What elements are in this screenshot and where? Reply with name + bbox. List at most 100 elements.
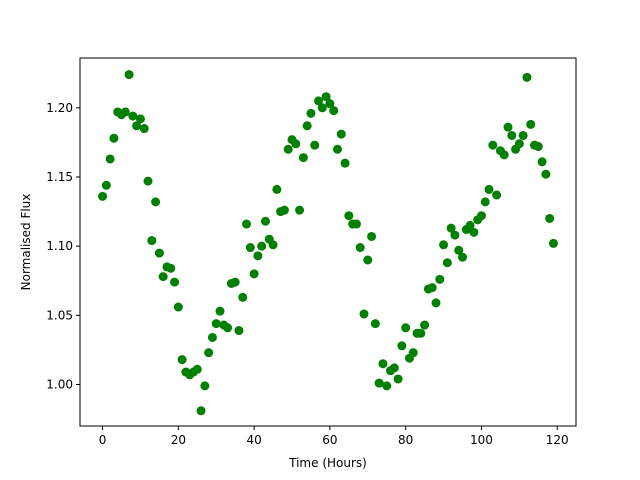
data-point — [389, 363, 399, 373]
data-point — [204, 348, 214, 358]
data-point — [283, 144, 293, 154]
data-point — [355, 243, 365, 253]
data-point — [314, 96, 324, 106]
data-point — [257, 241, 267, 251]
data-point — [450, 230, 460, 240]
data-point — [401, 323, 411, 333]
data-point — [234, 326, 244, 336]
data-point — [177, 355, 187, 365]
data-point — [109, 133, 119, 143]
data-point — [442, 258, 452, 268]
x-tick-label: 120 — [546, 433, 569, 447]
data-point — [541, 169, 551, 179]
data-point — [207, 332, 217, 342]
data-point — [526, 119, 536, 129]
data-point — [158, 272, 168, 282]
data-point — [139, 124, 149, 134]
data-point — [408, 348, 418, 358]
data-point — [503, 122, 513, 132]
data-point — [548, 238, 558, 248]
data-point — [359, 309, 369, 319]
data-point — [499, 150, 509, 160]
data-point — [393, 374, 403, 384]
data-point — [382, 381, 392, 391]
data-point — [431, 298, 441, 308]
data-point — [367, 231, 377, 241]
data-point — [196, 406, 206, 416]
data-point — [374, 378, 384, 388]
y-tick-label: 1.00 — [46, 377, 73, 391]
y-tick-label: 1.10 — [46, 239, 73, 253]
data-point — [336, 129, 346, 139]
data-point — [522, 72, 532, 82]
data-point — [170, 277, 180, 287]
data-point — [480, 197, 490, 207]
data-point — [211, 319, 221, 329]
x-tick-label: 40 — [246, 433, 261, 447]
data-point — [351, 219, 361, 229]
data-point — [143, 176, 153, 186]
data-point — [310, 140, 320, 150]
data-point — [306, 108, 316, 118]
data-point — [101, 180, 111, 190]
data-point — [223, 323, 233, 333]
data-point — [173, 302, 183, 312]
data-point — [154, 248, 164, 258]
data-point — [317, 103, 327, 113]
data-point — [298, 153, 308, 163]
data-point — [397, 341, 407, 351]
x-tick-label: 100 — [470, 433, 493, 447]
x-tick-label: 20 — [171, 433, 186, 447]
data-point — [344, 211, 354, 221]
data-point — [533, 142, 543, 152]
data-point — [249, 269, 259, 279]
data-point — [279, 205, 289, 215]
data-point — [439, 240, 449, 250]
x-axis-label: Time (Hours) — [288, 456, 367, 470]
data-point — [135, 114, 145, 124]
data-point — [166, 263, 176, 273]
data-point — [105, 154, 115, 164]
data-point — [435, 274, 445, 284]
data-point — [514, 139, 524, 149]
x-tick-label: 80 — [398, 433, 413, 447]
data-point — [465, 220, 475, 230]
data-point — [242, 219, 252, 229]
data-point — [329, 106, 339, 116]
data-point — [132, 121, 142, 131]
data-point — [420, 320, 430, 330]
data-point — [268, 240, 278, 250]
data-point — [151, 197, 161, 207]
data-point — [332, 144, 342, 154]
y-axis-label: Normalised Flux — [19, 194, 33, 291]
data-point — [446, 223, 456, 233]
data-point — [416, 328, 426, 338]
data-point — [192, 364, 202, 374]
data-point — [484, 184, 494, 194]
data-point — [215, 306, 225, 316]
data-point — [295, 205, 305, 215]
data-point — [378, 359, 388, 369]
data-point — [363, 255, 373, 265]
data-point — [488, 140, 498, 150]
data-point — [476, 211, 486, 221]
data-point — [492, 190, 502, 200]
data-point — [537, 157, 547, 167]
plot-frame — [79, 57, 577, 427]
data-point — [260, 216, 270, 226]
data-point — [302, 121, 312, 131]
data-point — [147, 236, 157, 246]
data-point — [124, 70, 134, 80]
data-point — [469, 227, 479, 237]
data-point — [245, 243, 255, 253]
data-point — [200, 381, 210, 391]
data-point — [454, 245, 464, 255]
data-point — [272, 184, 282, 194]
data-point — [458, 252, 468, 262]
data-point — [230, 277, 240, 287]
data-point — [238, 292, 248, 302]
data-point — [321, 92, 331, 102]
data-point — [370, 319, 380, 329]
data-point — [253, 251, 263, 261]
